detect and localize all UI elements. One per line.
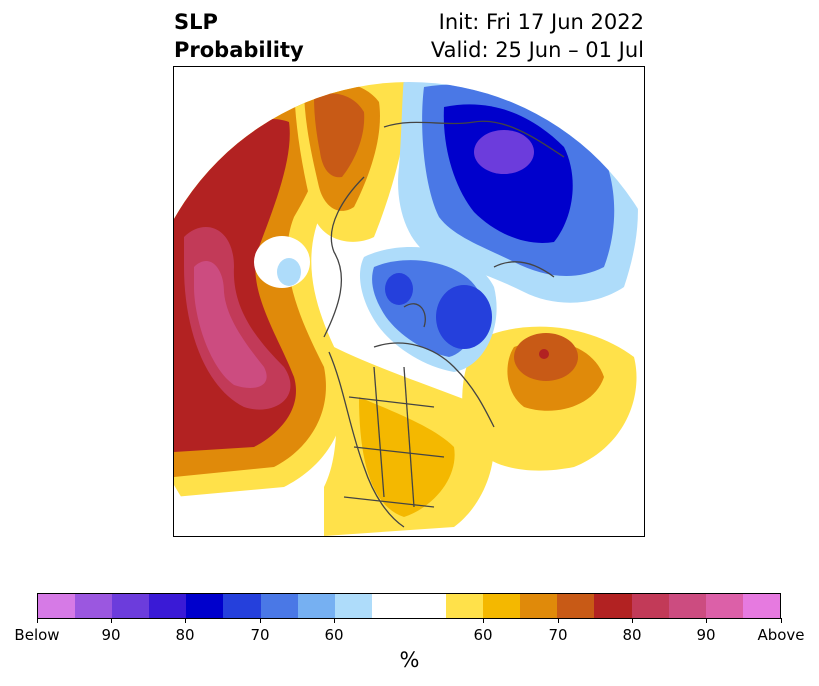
colorbar-tickmark [185, 618, 186, 623]
colorbar-tick-label: 80 [622, 626, 642, 644]
colorbar-segment [408, 594, 447, 618]
title-metric: Probability [174, 38, 304, 62]
colorbar-segment [112, 594, 150, 618]
colorbar-segment [483, 594, 521, 618]
colorbar-segment [631, 594, 669, 618]
chart-dates: Init: Fri 17 Jun 2022 Valid: 25 Jun – 01… [431, 8, 644, 64]
colorbar-tick-label: 60 [473, 626, 493, 644]
colorbar-tick-label: 70 [548, 626, 568, 644]
colorbar-tick-label: Below [14, 626, 60, 644]
colorbar-tickmark [558, 618, 559, 623]
colorbar-tick-label: 80 [175, 626, 195, 644]
colorbar-segment [334, 594, 372, 618]
colorbar-segment [557, 594, 595, 618]
map-disk [174, 82, 644, 536]
colorbar-tick-label: 90 [696, 626, 716, 644]
colorbar-tickmark [111, 618, 112, 623]
chart-title: SLP Probability [174, 8, 304, 64]
init-date: Init: Fri 17 Jun 2022 [438, 10, 644, 34]
colorbar-segment [742, 594, 780, 618]
colorbar-tickmark [37, 618, 38, 623]
colorbar [37, 593, 781, 619]
colorbar-segment [520, 594, 558, 618]
probability-map [173, 66, 645, 537]
title-variable: SLP [174, 10, 218, 34]
coastlines [323, 120, 565, 528]
colorbar-tickmark [483, 618, 484, 623]
colorbar-tick-label: 60 [324, 626, 344, 644]
colorbar-segment [260, 594, 298, 618]
colorbar-segment [371, 594, 409, 618]
colorbar-segment [38, 594, 76, 618]
colorbar-tickmark [706, 618, 707, 623]
colorbar-segment [186, 594, 224, 618]
colorbar-segment [75, 594, 113, 618]
colorbar-tick-label: Above [757, 626, 805, 644]
colorbar-segment [705, 594, 743, 618]
colorbar-tick-label: 70 [250, 626, 270, 644]
colorbar-tick-label: 90 [101, 626, 121, 644]
map-svg [174, 82, 644, 536]
colorbar-segment [297, 594, 335, 618]
valid-range: Valid: 25 Jun – 01 Jul [430, 38, 644, 62]
colorbar-unit: % [399, 648, 420, 672]
colorbar-segment [668, 594, 706, 618]
colorbar-tickmark [781, 618, 782, 623]
colorbar-segment [594, 594, 632, 618]
colorbar-segment [446, 594, 484, 618]
colorbar-tickmark [260, 618, 261, 623]
colorbar-segment [149, 594, 187, 618]
colorbar-tickmark [334, 618, 335, 623]
colorbar-segment [223, 594, 261, 618]
colorbar-tickmark [632, 618, 633, 623]
